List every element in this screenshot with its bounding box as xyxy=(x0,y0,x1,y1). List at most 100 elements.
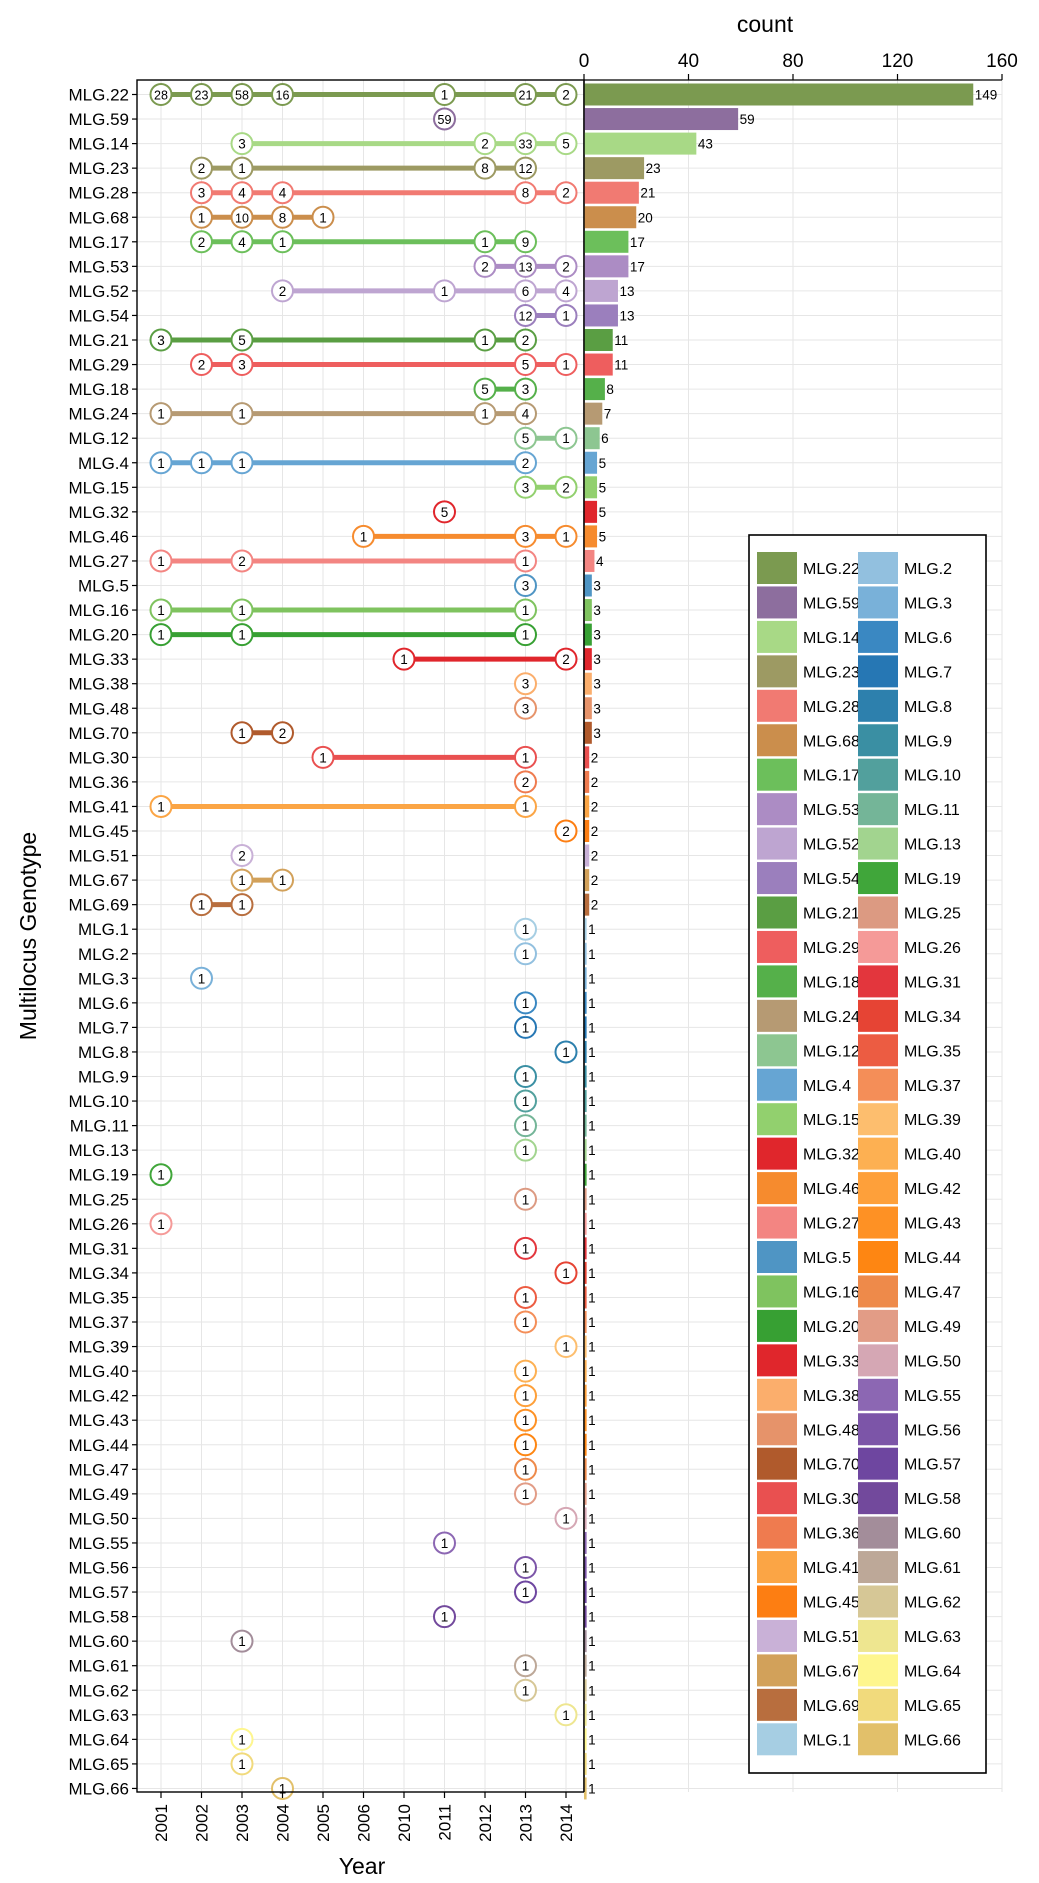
count-bar xyxy=(584,378,605,401)
y-tick-label: MLG.39 xyxy=(69,1338,129,1357)
legend-key xyxy=(858,586,898,619)
timeline-point xyxy=(190,181,213,205)
legend-label: MLG.52 xyxy=(803,837,860,854)
legend-label: MLG.7 xyxy=(904,664,952,681)
y-tick-label: MLG.58 xyxy=(69,1608,129,1627)
timeline-point-label: 2 xyxy=(481,137,489,152)
legend-key xyxy=(858,689,898,722)
legend-label: MLG.44 xyxy=(904,1250,961,1267)
legend-key xyxy=(757,999,797,1032)
legend-key xyxy=(858,1137,898,1170)
timeline-point xyxy=(230,623,254,647)
count-bar xyxy=(584,427,600,450)
legend-label: MLG.3 xyxy=(904,595,952,612)
legend-key xyxy=(858,1241,898,1273)
timeline-point xyxy=(514,1187,537,1211)
y-tick-label: MLG.54 xyxy=(69,306,129,325)
timeline-point xyxy=(514,1433,537,1457)
timeline-point-label: 1 xyxy=(522,996,530,1011)
count-bar xyxy=(584,1679,587,1702)
y-tick-label: MLG.38 xyxy=(69,675,129,694)
legend-key xyxy=(757,586,797,619)
legend-key xyxy=(858,1068,898,1101)
legend-key xyxy=(757,930,797,963)
timeline-point xyxy=(271,1776,294,1800)
y-tick-label: MLG.70 xyxy=(69,724,129,743)
legend-key xyxy=(757,1309,797,1342)
legend-label: MLG.57 xyxy=(904,1457,961,1474)
y-tick-label: MLG.17 xyxy=(69,233,129,252)
legend-label: MLG.43 xyxy=(904,1216,961,1233)
timeline-point-label: 1 xyxy=(522,1585,530,1600)
count-bar xyxy=(584,721,592,744)
y-tick-label: MLG.32 xyxy=(69,503,129,522)
timeline-point-label: 3 xyxy=(238,137,246,152)
y-tick-label: MLG.59 xyxy=(69,110,129,129)
timeline-point-label: 3 xyxy=(522,480,530,495)
legend-key xyxy=(757,1137,797,1170)
timeline-point-label: 1 xyxy=(319,750,327,765)
legend-label: MLG.55 xyxy=(904,1388,961,1405)
timeline-point xyxy=(514,1285,537,1309)
timeline-point xyxy=(514,991,537,1015)
count-bar-label: 1 xyxy=(588,996,596,1011)
legend-label: MLG.38 xyxy=(803,1388,860,1405)
count-bar-label: 1 xyxy=(588,1462,596,1477)
timeline-point xyxy=(514,524,537,548)
timeline-point-label: 2 xyxy=(198,235,206,250)
timeline-point-label: 5 xyxy=(522,358,530,373)
legend-key xyxy=(757,552,797,584)
timeline-point xyxy=(230,156,254,180)
legend-key xyxy=(858,1551,898,1584)
y-tick-label: MLG.36 xyxy=(69,773,129,792)
count-bar xyxy=(584,648,592,671)
y-tick-label: MLG.42 xyxy=(69,1387,129,1406)
timeline-point-label: 1 xyxy=(157,407,165,422)
timeline-point-label: 1 xyxy=(279,873,287,888)
legend-key xyxy=(858,1688,898,1721)
count-bar-label: 21 xyxy=(640,186,655,201)
count-bar-label: 1 xyxy=(588,1143,596,1158)
legend-label: MLG.6 xyxy=(904,630,952,647)
legend-key xyxy=(757,724,797,757)
count-bar-label: 1 xyxy=(588,1119,596,1134)
count-bar xyxy=(584,1703,587,1726)
timeline-point xyxy=(554,1335,578,1359)
y-tick-label: MLG.49 xyxy=(69,1485,129,1504)
count-bar xyxy=(584,329,613,351)
timeline-point xyxy=(433,107,456,131)
timeline-point xyxy=(190,156,213,180)
y-tick-label: MLG.69 xyxy=(69,896,129,915)
timeline-point-label: 1 xyxy=(522,1487,530,1502)
timeline-point xyxy=(473,254,497,278)
legend-label: MLG.54 xyxy=(803,871,860,888)
legend-key xyxy=(757,1275,797,1308)
legend-key xyxy=(858,1619,898,1652)
count-bar xyxy=(584,1433,587,1456)
legend-items: MLG.22 MLG.59 MLG.14 MLG.23 MLG.28 MLG.68 MLG.… xyxy=(757,552,961,1756)
count-bar xyxy=(584,1605,587,1628)
count-bar-label: 20 xyxy=(638,210,653,225)
timeline-point-label: 1 xyxy=(562,1708,570,1723)
timeline-point xyxy=(230,549,254,573)
count-bar-label: 1 xyxy=(588,922,596,937)
timeline-point-label: 1 xyxy=(238,603,246,618)
legend-label: MLG.34 xyxy=(904,1009,961,1026)
legend-label: MLG.29 xyxy=(803,940,860,957)
timeline-point-label: 1 xyxy=(562,1511,570,1526)
legend-label: MLG.64 xyxy=(904,1663,961,1680)
timeline-point xyxy=(514,1654,537,1678)
legend-key xyxy=(757,896,797,929)
count-bar-label: 11 xyxy=(614,333,628,348)
timeline-point-label: 1 xyxy=(522,603,530,618)
count-bar-label: 2 xyxy=(591,824,599,839)
timeline-point xyxy=(514,1114,537,1138)
timeline-point xyxy=(514,156,537,180)
count-bar-label: 13 xyxy=(619,308,634,323)
timeline-point-label: 4 xyxy=(238,186,246,201)
y-tick-label: MLG.3 xyxy=(78,969,129,988)
count-bar-label: 1 xyxy=(588,1094,596,1109)
count-bar xyxy=(584,1409,587,1432)
timeline-point xyxy=(514,1457,537,1481)
